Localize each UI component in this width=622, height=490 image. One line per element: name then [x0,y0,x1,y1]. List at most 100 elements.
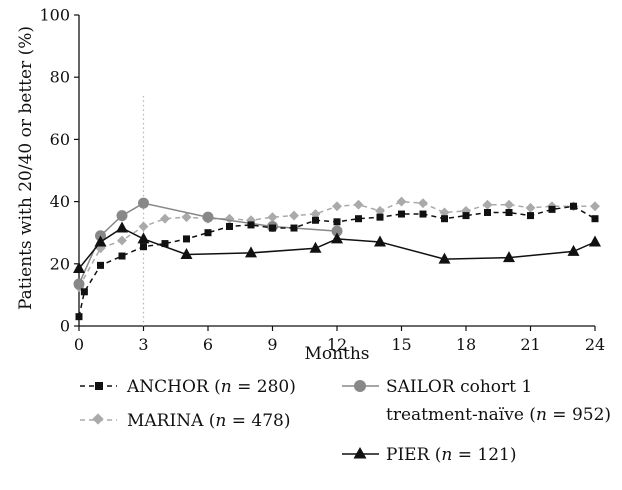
legend-marker-anchor [95,382,103,390]
data-point-anchor [527,212,534,220]
y-tick-label: 20 [50,254,70,273]
data-point-anchor [80,288,88,296]
legend-anchor-n: n [221,377,232,397]
data-point-anchor [484,208,491,216]
series-layer [73,196,601,321]
data-point-marina [160,213,170,224]
legend-label-anchor: ANCHOR (n = 280) [126,377,296,397]
series-marina [74,196,600,293]
legend-pier-name: PIER [386,445,431,465]
data-point-pier [137,232,150,244]
legend-marina-name: MARINA [127,411,204,431]
legend-item-anchor: ANCHOR (n = 280) [80,377,296,397]
data-point-sailor [138,197,149,209]
series-pier [73,221,601,273]
data-point-pier [567,244,580,256]
data-point-pier [116,221,128,233]
legend-item-sailor: SAILOR cohort 1 treatment-naïve (n = 952… [342,377,611,425]
data-point-marina [138,221,149,232]
y-tick-label: 80 [50,68,70,87]
x-tick-label: 18 [456,335,476,354]
legend-pier-n: n [441,445,452,465]
y-axis-title: Patients with 20/40 or better (%) [16,26,36,310]
y-tick-label: 40 [50,192,70,211]
legend-sailor-n: n [536,405,547,425]
data-point-anchor [204,229,212,237]
x-tick-label: 21 [520,335,540,354]
data-point-marina [310,209,321,219]
legend-pier-count: = 121) [458,445,517,465]
legend-sailor-sub: treatment-naïve [386,405,524,425]
series-anchor [75,202,599,321]
data-point-marina [267,212,278,223]
legend-marina-n: n [215,411,226,431]
data-point-pier [503,251,515,263]
data-point-marina [590,201,600,212]
data-point-pier [438,252,451,264]
data-point-marina [224,213,235,224]
data-point-anchor [226,222,233,230]
data-point-anchor [419,210,427,218]
data-point-sailor [331,225,343,237]
x-tick-label: 15 [391,335,411,354]
x-tick-label: 24 [585,335,605,354]
data-point-anchor [247,221,255,229]
data-point-anchor [269,224,276,232]
data-point-marina [418,198,428,209]
data-point-anchor [462,212,470,220]
legend: ANCHOR (n = 280) MARINA (n = 478) SAILOR… [80,377,611,465]
data-point-pier [309,241,322,253]
data-point-anchor [570,202,577,210]
data-point-sailor [116,210,128,222]
legend-label-sailor-line2: treatment-naïve (n = 952) [386,405,611,425]
y-tick-label: 60 [50,130,70,149]
legend-marker-marina [92,413,104,425]
legend-label-marina: MARINA (n = 478) [127,411,291,431]
legend-marina-count: = 478) [232,411,291,431]
data-point-pier [73,261,85,273]
data-point-pier [94,235,107,247]
data-point-marina [375,205,385,216]
data-point-pier [589,235,601,247]
x-tick-label: 3 [138,335,148,354]
data-point-marina [525,202,536,213]
y-tick-group: 0 20 40 60 80 100 [39,6,79,336]
data-point-anchor [312,216,319,224]
data-point-marina [181,212,192,223]
data-point-anchor [398,210,405,218]
data-point-pier [180,247,193,259]
x-tick-label: 0 [74,335,84,354]
data-point-anchor [97,261,104,269]
data-point-marina [332,201,342,212]
data-point-anchor [140,243,147,251]
y-tick-label: 0 [60,317,70,336]
data-point-pier [331,232,343,244]
data-point-marina [353,199,364,210]
data-point-anchor [355,215,362,223]
data-point-anchor [548,205,556,213]
x-tick-group: 0 3 6 9 12 15 18 21 24 [74,326,605,354]
data-point-anchor [591,215,599,223]
legend-marker-pier [353,447,367,459]
data-point-marina [439,207,450,218]
legend-item-marina: MARINA (n = 478) [80,411,291,431]
x-tick-label: 6 [203,335,213,354]
data-point-anchor [118,252,126,260]
legend-anchor-count: = 280) [237,377,296,397]
data-point-anchor [333,218,341,226]
legend-label-pier: PIER (n = 121) [386,445,517,465]
data-point-marina [504,199,514,210]
data-point-anchor [161,240,169,248]
data-point-marina [117,235,127,246]
data-point-anchor [376,213,384,221]
data-point-anchor [505,208,513,216]
legend-label-sailor-line1: SAILOR cohort 1 [386,377,532,397]
x-axis-title: Months [304,344,369,364]
legend-item-pier: PIER (n = 121) [342,445,517,465]
data-point-anchor [441,215,448,223]
data-point-sailor [73,278,85,290]
legend-marker-sailor [354,380,366,392]
x-tick-label: 12 [327,335,347,354]
data-point-sailor [202,211,214,223]
